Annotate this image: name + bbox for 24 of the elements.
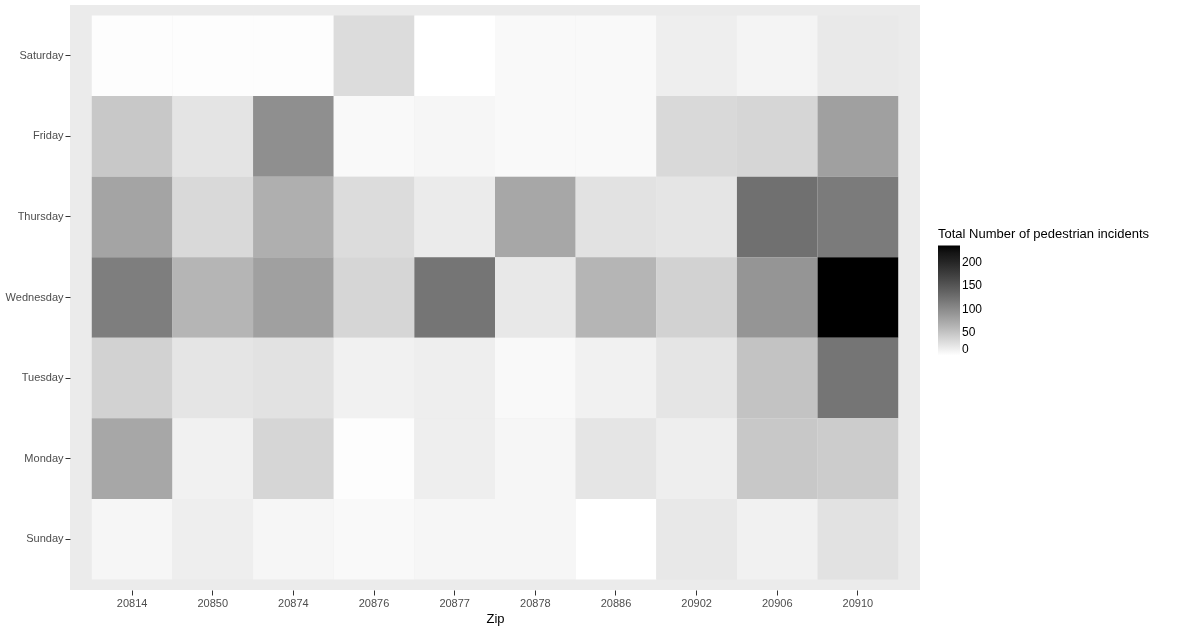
y-tick-label: Sunday [26, 532, 64, 545]
color-bar-label: 50 [962, 325, 976, 340]
x-tick-label: 20906 [761, 596, 793, 609]
y-tick-label: Wednesday [5, 290, 64, 303]
x-tick-label: 20886 [600, 596, 632, 609]
y-tick-label: Tuesday [21, 371, 64, 384]
x-tick-label: 20850 [197, 596, 229, 609]
x-tick-label: 20902 [681, 596, 712, 609]
x-tick-label: 20910 [842, 596, 874, 609]
y-tick-label: Saturday [19, 48, 64, 61]
x-tick-label: 20876 [358, 596, 390, 609]
color-bar-label: 100 [962, 301, 983, 316]
color-bar-label: 150 [962, 278, 983, 293]
color-bar-label: 200 [962, 254, 983, 269]
x-axis-title: Zip [486, 610, 505, 626]
y-tick-label: Thursday [17, 209, 64, 222]
color-bar-label: 0 [962, 341, 969, 356]
y-tick-label: Monday [24, 451, 64, 464]
x-tick-label: 20877 [439, 596, 470, 609]
y-tick-label: Friday [32, 129, 64, 142]
x-tick-label: 20874 [278, 596, 309, 609]
x-tick-label: 20878 [520, 596, 551, 609]
color-bar-title: Total Number of pedestrian incidents [938, 225, 1150, 241]
x-tick-label: 20814 [116, 596, 148, 609]
